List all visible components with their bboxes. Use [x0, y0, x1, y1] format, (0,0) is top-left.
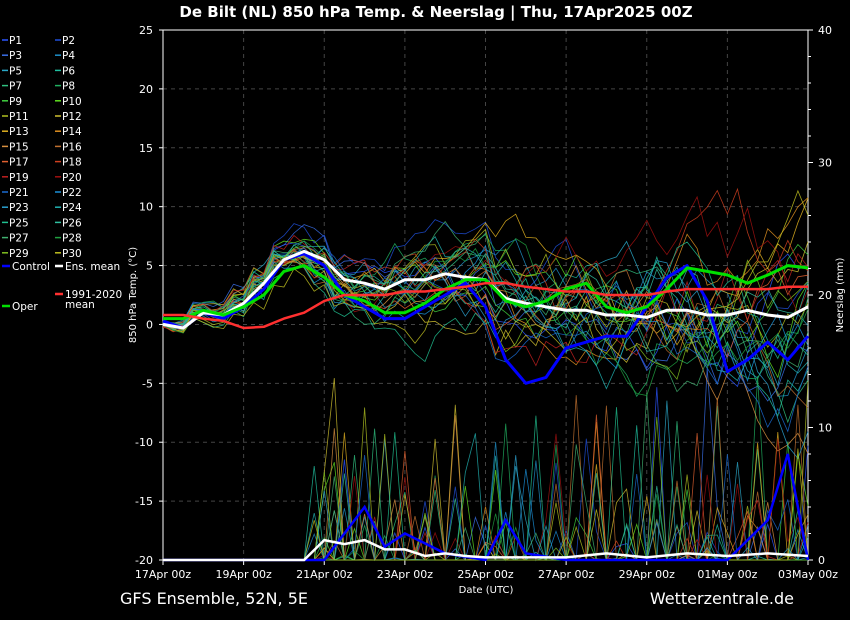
legend-item-p11: P11: [9, 111, 29, 123]
legend-item-p14: P14: [62, 126, 82, 138]
y-tick-label: 20: [139, 83, 153, 96]
legend-item-p24: P24: [62, 202, 82, 214]
legend-item-p27: P27: [9, 233, 29, 245]
legend-item-p1: P1: [9, 35, 22, 47]
legend-item-p13: P13: [9, 126, 29, 138]
legend-item-p3: P3: [9, 50, 22, 62]
x-tick-label: 19Apr 00z: [215, 568, 272, 581]
x-tick-label: 23Apr 00z: [377, 568, 434, 581]
legend-item-p21: P21: [9, 187, 29, 199]
legend-item-p15: P15: [9, 141, 29, 153]
x-tick-label: 01May 00z: [697, 568, 757, 581]
legend-item-p22: P22: [62, 187, 82, 199]
legend-item-p23: P23: [9, 202, 29, 214]
y-axis-right: 40 30 20 10 0: [808, 24, 832, 567]
y2-tick-label: 30: [818, 157, 832, 170]
y-tick-label: 0: [146, 318, 153, 331]
y-tick-label: -20: [135, 554, 153, 567]
y-tick-label: -10: [135, 436, 153, 449]
legend-item-p10: P10: [62, 96, 82, 108]
legend-item-p2: P2: [62, 35, 75, 47]
legend-item-p30: P30: [62, 248, 82, 260]
y-tick-label: -5: [142, 377, 153, 390]
legend-item-1991-2020-mean: 1991-2020 mean: [65, 289, 122, 311]
legend-item-ens-mean: Ens. mean: [65, 261, 120, 273]
legend-item-p20: P20: [62, 172, 82, 184]
legend-item-p17: P17: [9, 157, 29, 169]
member-line-p27: [162, 220, 809, 393]
legend-item-p19: P19: [9, 172, 29, 184]
member-line-p18: [162, 187, 809, 333]
y-axis-left: 25 20 15 10 5 0 -5 -10 -15 -20: [135, 24, 163, 567]
x-tick-label: 17Apr 00z: [135, 568, 192, 581]
x-axis: 17Apr 00z 19Apr 00z 21Apr 00z 23Apr 00z 25Ap…: [135, 560, 838, 581]
member-precip-p12: [163, 378, 808, 561]
legend-item-p8: P8: [62, 81, 75, 93]
x-axis-label: Date (UTC): [459, 585, 514, 596]
x-tick-label: 03May 00z: [778, 568, 838, 581]
legend-item-p9: P9: [9, 96, 22, 108]
y-tick-label: 15: [139, 142, 153, 155]
x-tick-label: 29Apr 00z: [619, 568, 676, 581]
footer-source[interactable]: Wetterzentrale.de: [649, 589, 794, 608]
x-tick-label: 25Apr 00z: [457, 568, 514, 581]
member-line-p19: [162, 234, 809, 367]
member-line-p25: [162, 241, 809, 363]
member-line-p23: [162, 250, 809, 460]
x-tick-label: 27Apr 00z: [538, 568, 595, 581]
footer-model-info: GFS Ensemble, 52N, 5E: [120, 589, 308, 608]
legend-item-p12: P12: [62, 111, 82, 123]
y-tick-label: 5: [146, 260, 153, 273]
precip-line-control: [163, 453, 810, 562]
series-lines: [162, 249, 810, 385]
y-tick-label: 25: [139, 24, 153, 37]
y2-tick-label: 0: [818, 554, 825, 567]
legend-item-p25: P25: [9, 217, 29, 229]
legend-item-p26: P26: [62, 217, 82, 229]
y-tick-label: 10: [139, 201, 153, 214]
legend-item-p28: P28: [62, 233, 82, 245]
legend-item-p7: P7: [9, 81, 22, 93]
y2-tick-label: 40: [818, 24, 832, 37]
series-line-oper: [163, 264, 809, 321]
member-line-p7: [162, 252, 809, 424]
y-tick-label: -15: [135, 495, 153, 508]
y-axis-label: 850 hPa Temp. (°C): [128, 247, 139, 343]
member-precip-p8: [163, 376, 808, 562]
legend-item-p18: P18: [62, 157, 82, 169]
y2-axis-label: Neerslag (mm): [835, 257, 846, 332]
member-line-p28: [162, 237, 809, 396]
precip-line-ens-mean: [163, 538, 809, 562]
y2-tick-label: 10: [818, 422, 832, 435]
legend-item-p16: P16: [62, 141, 82, 153]
legend-item-p29: P29: [9, 248, 29, 260]
precipitation-lines: [163, 453, 810, 562]
legend-item-p4: P4: [62, 50, 75, 62]
member-line-p12: [162, 241, 809, 363]
chart-title: De Bilt (NL) 850 hPa Temp. & Neerslag | …: [179, 3, 692, 22]
series-line-1991-2020-mean: [163, 281, 808, 330]
x-tick-label: 21Apr 00z: [296, 568, 353, 581]
legend-item-oper: Oper: [12, 301, 38, 313]
legend-item-control: Control: [12, 261, 50, 273]
legend: P1 P2 P3 P4 P5 P6 P7 P8 P9 P10 P11 P12 P13 P14 P15 P16 P…: [2, 35, 122, 313]
y2-tick-label: 20: [818, 289, 832, 302]
legend-item-p6: P6: [62, 65, 75, 77]
legend-item-p5: P5: [9, 65, 22, 77]
